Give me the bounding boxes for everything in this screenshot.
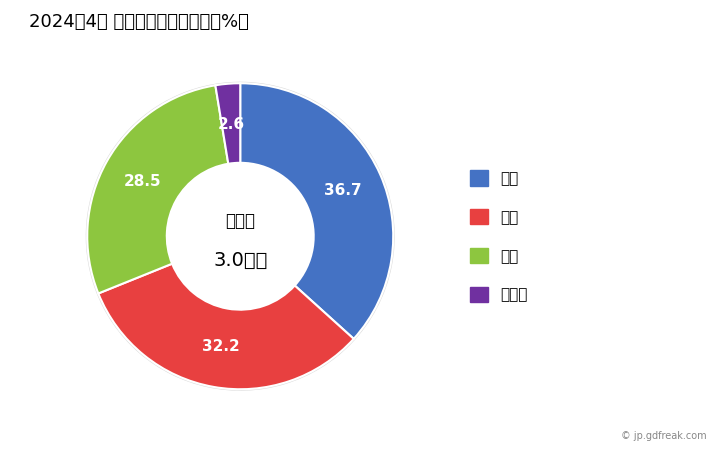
Wedge shape <box>86 83 231 289</box>
Text: 28.5: 28.5 <box>124 174 162 189</box>
Text: © jp.gdfreak.com: © jp.gdfreak.com <box>620 431 706 441</box>
Wedge shape <box>243 82 395 344</box>
Text: 3.0億円: 3.0億円 <box>213 251 267 270</box>
Wedge shape <box>215 83 240 164</box>
Wedge shape <box>221 82 245 162</box>
Text: 総　額: 総 額 <box>225 212 256 230</box>
Text: 32.2: 32.2 <box>202 339 240 354</box>
Wedge shape <box>240 83 393 339</box>
Text: 2024年4月 輸出相手国のシェア（%）: 2024年4月 輸出相手国のシェア（%） <box>29 14 249 32</box>
Text: 36.7: 36.7 <box>323 184 361 198</box>
Text: 2.6: 2.6 <box>218 117 245 132</box>
Legend: 香港, 米国, 中国, その他: 香港, 米国, 中国, その他 <box>470 170 528 302</box>
Wedge shape <box>98 264 354 389</box>
Wedge shape <box>95 262 351 391</box>
Wedge shape <box>87 86 229 293</box>
